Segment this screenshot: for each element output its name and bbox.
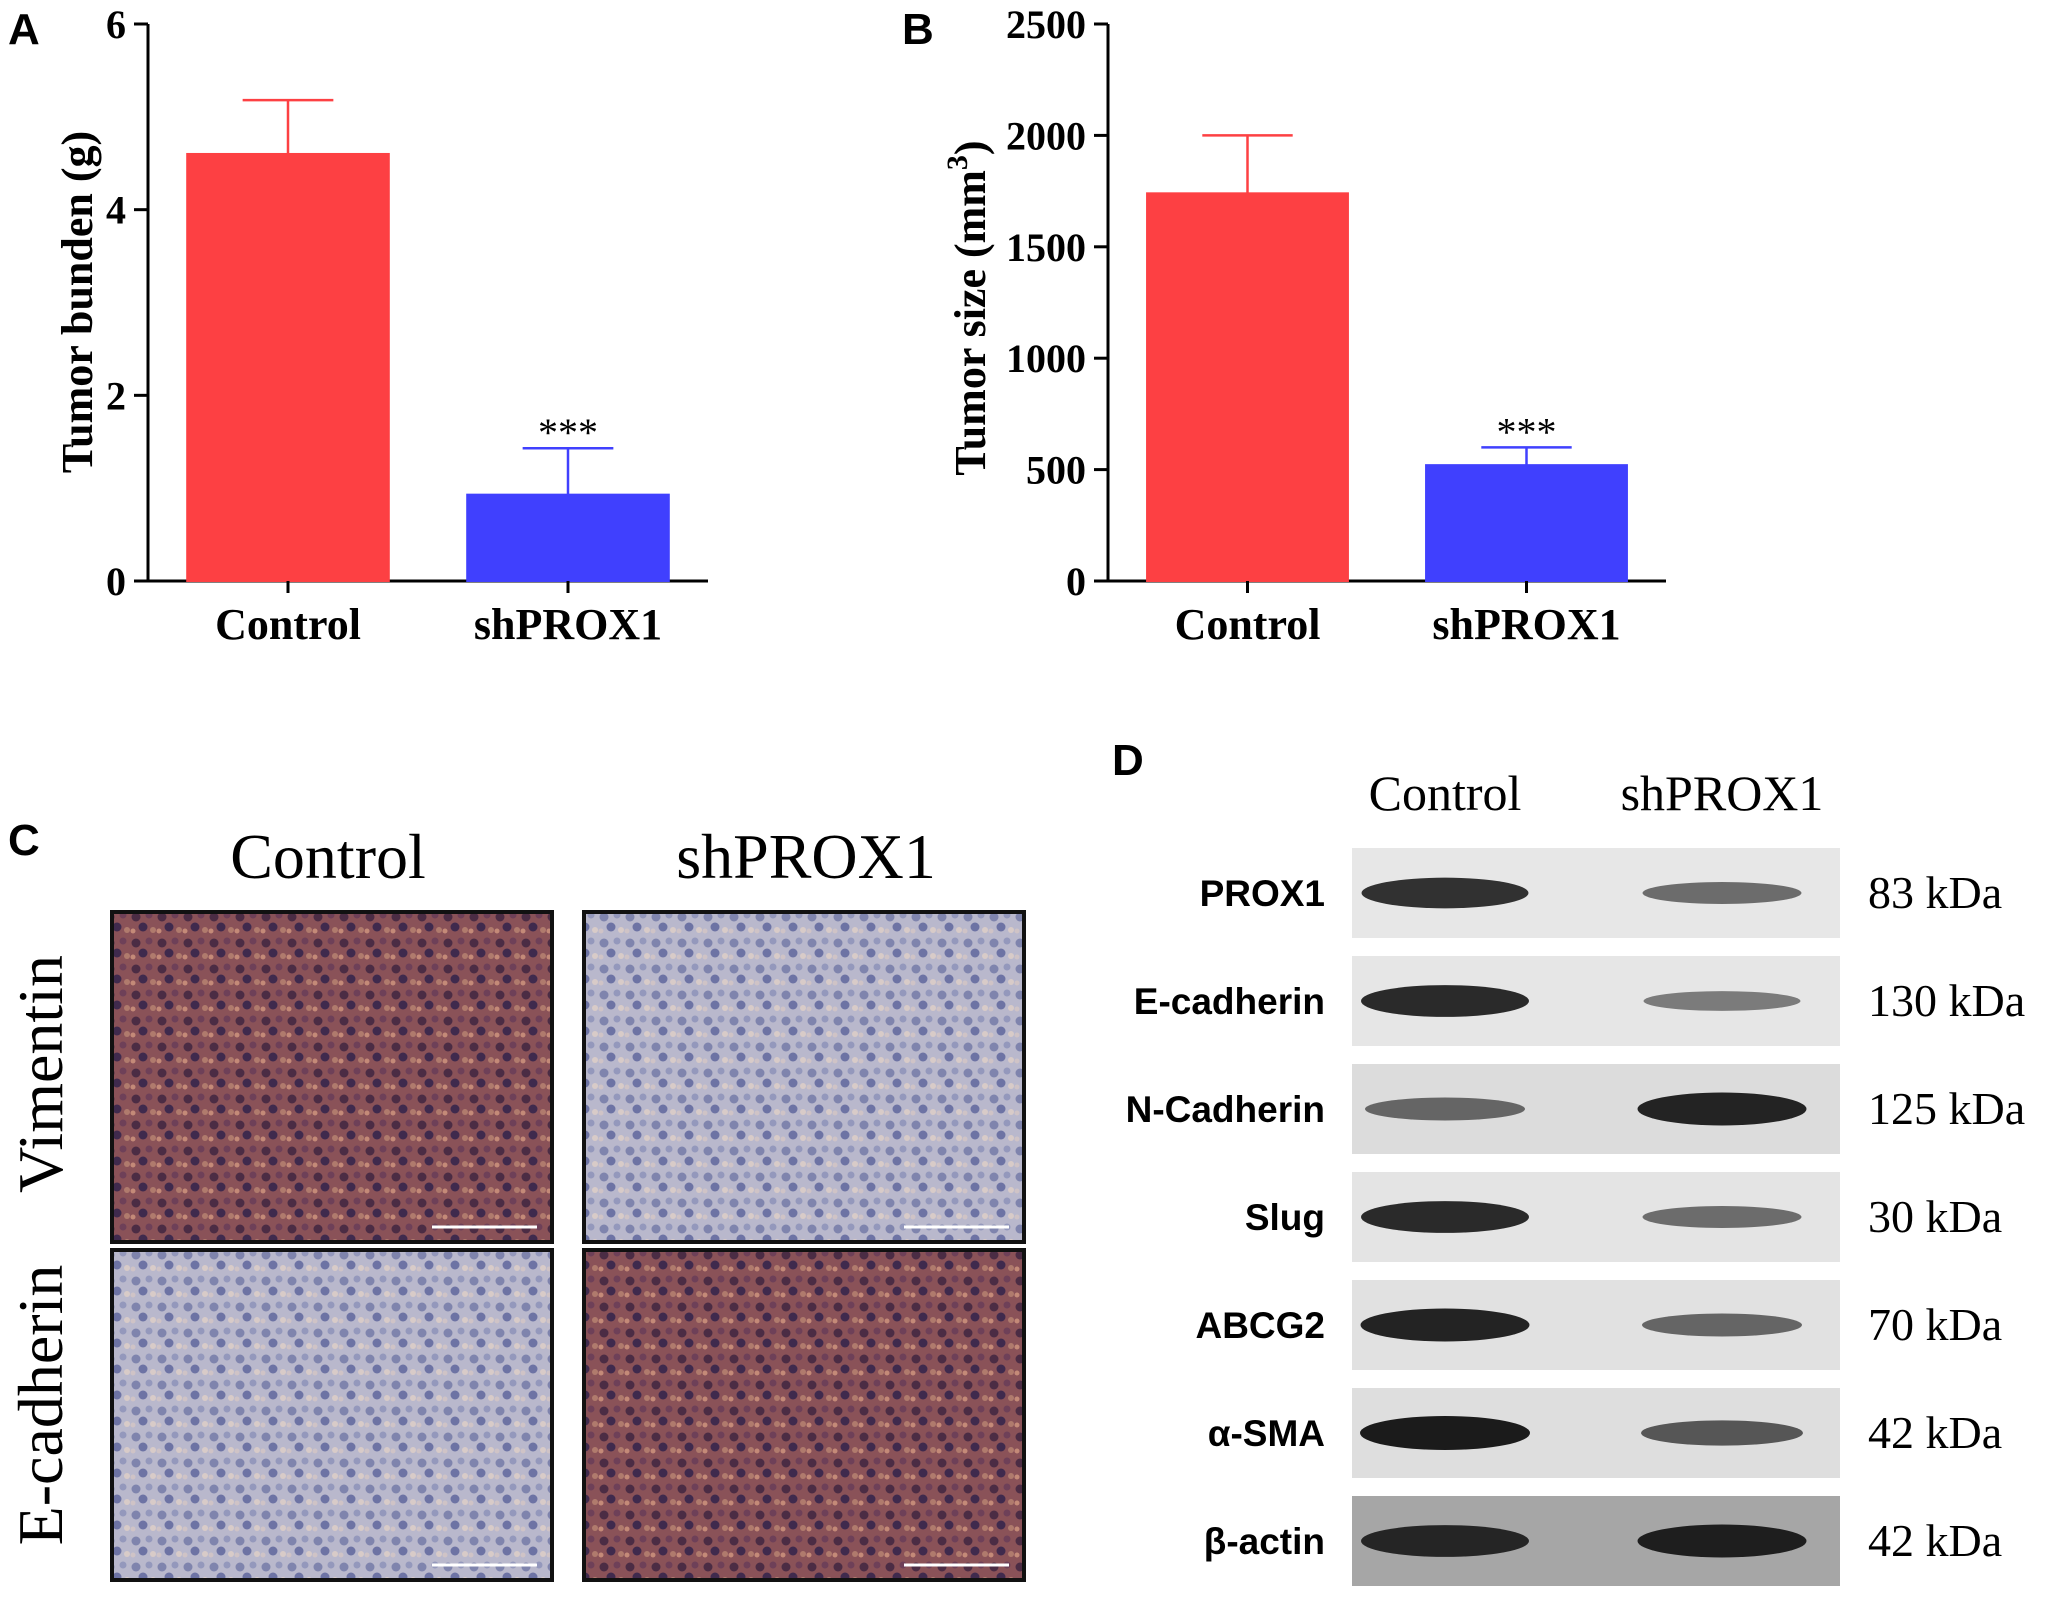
band-control <box>1360 1416 1530 1450</box>
y-tick-label: 4 <box>106 188 126 233</box>
ihc-row-label-e-cadherin: E-cadherin <box>5 1265 76 1546</box>
protein-label: α-SMA <box>1208 1413 1325 1454</box>
ihc-row-label-vimentin: Vimentin <box>5 955 76 1193</box>
category-label: shPROX1 <box>474 600 662 649</box>
band-shprox1 <box>1643 991 1801 1011</box>
band-control <box>1365 1097 1525 1121</box>
panel-letter-a: A <box>8 5 40 54</box>
panel-letter-b: B <box>902 5 934 54</box>
y-axis-label: Tumor size (mm3) <box>941 140 995 475</box>
band-shprox1 <box>1637 1092 1807 1126</box>
band-shprox1 <box>1637 1524 1807 1558</box>
category-label: shPROX1 <box>1432 600 1620 649</box>
western-blot-panel: Control shPROX1 PROX1 83 kDa E-cadherin 130… <box>1126 765 2025 1586</box>
significance-marker: *** <box>1497 409 1557 454</box>
y-tick-label: 6 <box>106 2 126 47</box>
protein-label: PROX1 <box>1200 873 1325 914</box>
category-label: Control <box>215 600 361 649</box>
panel-letter-d: D <box>1112 736 1144 785</box>
y-axis-label-superscript: 3 <box>941 155 974 170</box>
band-shprox1 <box>1641 1420 1803 1446</box>
panel-letter-c: C <box>8 816 40 865</box>
molecular-weight-label: 30 kDa <box>1868 1191 2002 1242</box>
ihc-image-e-cadherin-control <box>110 1248 554 1582</box>
band-shprox1 <box>1642 1206 1802 1228</box>
ihc-image-vimentin-control <box>110 910 554 1244</box>
band-shprox1 <box>1642 1313 1802 1337</box>
y-tick-label: 2500 <box>1006 2 1086 47</box>
y-tick-label: 1500 <box>1006 225 1086 270</box>
bar-shprox1 <box>1425 464 1628 583</box>
bar-control <box>1146 192 1349 582</box>
molecular-weight-label: 83 kDa <box>1868 867 2002 918</box>
y-axis-label-main: Tumor size (mm <box>946 170 995 476</box>
ihc-column-label-shprox1: shPROX1 <box>676 821 936 892</box>
ihc-image-e-cadherin-shprox1 <box>582 1248 1026 1582</box>
y-tick-label: 2 <box>106 373 126 418</box>
protein-label: β-actin <box>1204 1521 1325 1562</box>
y-tick-label: 500 <box>1026 448 1086 493</box>
molecular-weight-label: 70 kDa <box>1868 1299 2002 1350</box>
protein-label: E-cadherin <box>1134 981 1325 1022</box>
ihc-column-label-control: Control <box>230 821 426 892</box>
y-tick-label: 1000 <box>1006 336 1086 381</box>
band-control <box>1361 985 1529 1017</box>
band-control <box>1361 1201 1529 1233</box>
molecular-weight-label: 42 kDa <box>1868 1515 2002 1566</box>
y-tick-label: 0 <box>106 559 126 604</box>
wb-column-label-shprox1: shPROX1 <box>1621 765 1824 821</box>
chart-b: 0 500 1000 1500 2000 2500 Control shPROX1 *** Tum… <box>941 2 1666 649</box>
ihc-image-vimentin-shprox1 <box>582 910 1026 1244</box>
y-tick-label: 0 <box>1066 559 1086 604</box>
protein-label: Slug <box>1245 1197 1325 1238</box>
chart-a: 0 2 4 6 Control shPROX1 *** Tumor bunden (g) <box>53 2 708 649</box>
band-control <box>1361 877 1529 909</box>
wb-column-label-control: Control <box>1369 765 1522 821</box>
y-axis-label-close: ) <box>946 140 995 155</box>
protein-label: ABCG2 <box>1195 1305 1325 1346</box>
bar-control <box>186 152 390 582</box>
category-label: Control <box>1175 600 1321 649</box>
ihc-panel: Control shPROX1 Vimentin E-cadherin <box>5 821 1026 1582</box>
significance-marker: *** <box>538 410 598 455</box>
y-axis-label: Tumor bunden (g) <box>53 131 102 473</box>
bar-shprox1 <box>466 493 670 583</box>
band-control <box>1361 1525 1529 1557</box>
molecular-weight-label: 125 kDa <box>1868 1083 2025 1134</box>
molecular-weight-label: 42 kDa <box>1868 1407 2002 1458</box>
y-tick-label: 2000 <box>1006 113 1086 158</box>
protein-label: N-Cadherin <box>1126 1089 1325 1130</box>
band-shprox1 <box>1642 882 1802 904</box>
band-control <box>1360 1308 1530 1342</box>
molecular-weight-label: 130 kDa <box>1868 975 2025 1026</box>
